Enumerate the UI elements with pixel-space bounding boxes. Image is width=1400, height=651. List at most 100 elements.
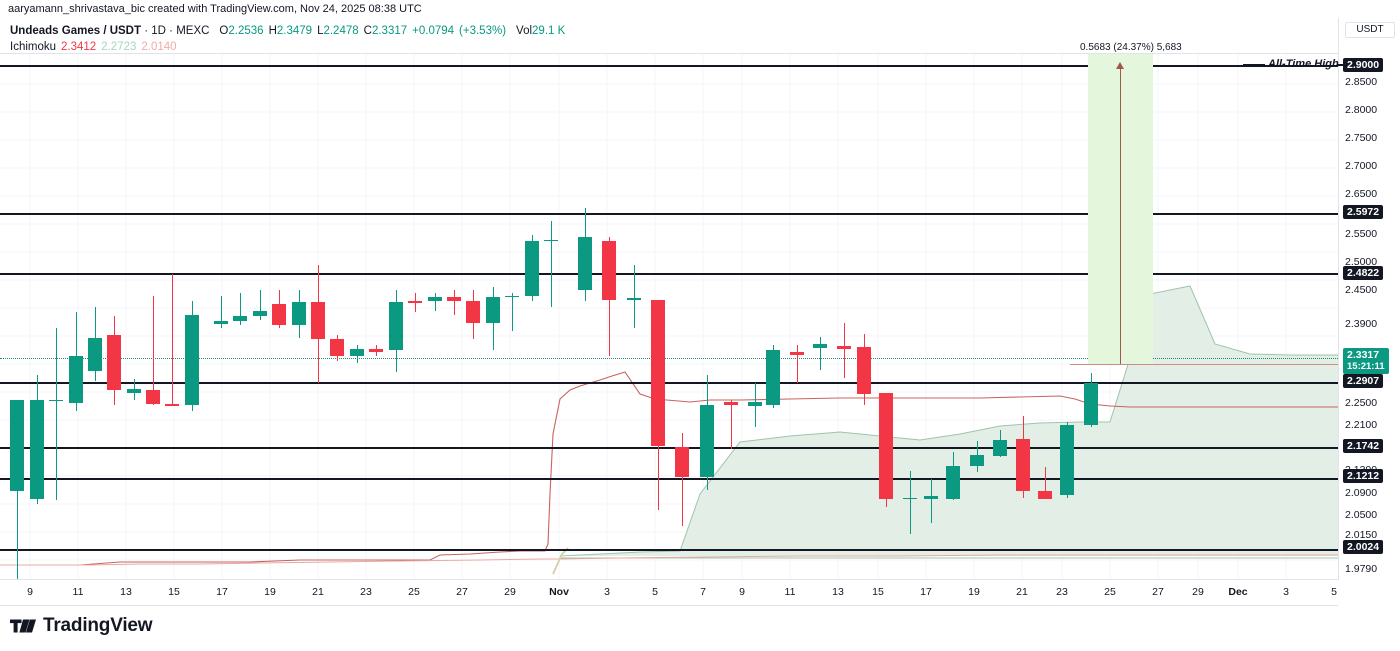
exchange-label[interactable]: MEXC bbox=[176, 25, 210, 37]
close-value: 2.3317 bbox=[371, 25, 408, 37]
chikou-span bbox=[0, 554, 1338, 566]
price-level-2-1212[interactable] bbox=[0, 478, 1338, 480]
price-axis[interactable]: USDT 2.9000 2.8500 2.8000 2.7500 2.7000 2.650… bbox=[1338, 18, 1400, 580]
low-value: 2.2478 bbox=[323, 25, 359, 37]
candle-body bbox=[330, 339, 344, 356]
time-label-11: 11 bbox=[72, 586, 84, 598]
time-label-17: 17 bbox=[216, 586, 228, 598]
price-axis-unit: USDT bbox=[1345, 22, 1395, 38]
candle-body bbox=[428, 297, 442, 302]
candle-body bbox=[1038, 490, 1052, 499]
candle-body bbox=[627, 297, 641, 300]
candle-wick bbox=[153, 295, 154, 406]
tradingview-logo-icon bbox=[10, 619, 36, 633]
candle-body bbox=[651, 299, 665, 447]
candle-wick bbox=[1045, 466, 1046, 498]
candle-wick bbox=[551, 221, 552, 307]
time-label-27: 27 bbox=[1152, 586, 1164, 598]
chart-legend: Undeads Games / USDT · 1D · MEXC O2.2536 H… bbox=[10, 24, 565, 55]
price-tick-2-3900: 2.3900 bbox=[1345, 318, 1378, 330]
candle-wick bbox=[17, 490, 18, 579]
candle-body bbox=[790, 351, 804, 355]
candle-body bbox=[903, 497, 917, 500]
time-label-15: 15 bbox=[168, 586, 180, 598]
price-tick-2-0500: 2.0500 bbox=[1345, 509, 1378, 521]
open-value: 2.2536 bbox=[228, 25, 264, 37]
time-label-5: 5 bbox=[1331, 586, 1337, 598]
candle-body bbox=[602, 240, 616, 300]
candle-body bbox=[578, 236, 592, 291]
price-tick-2-7000: 2.7000 bbox=[1345, 160, 1378, 172]
price-level-2-5972[interactable] bbox=[0, 213, 1338, 215]
candle-body bbox=[185, 314, 199, 406]
time-label-13: 13 bbox=[832, 586, 844, 598]
time-label-9: 9 bbox=[27, 586, 33, 598]
candle-body bbox=[970, 454, 984, 466]
candle-body bbox=[544, 239, 558, 242]
candle-wick bbox=[910, 471, 911, 535]
candle-body bbox=[69, 355, 83, 403]
price-level-2-9000[interactable] bbox=[0, 65, 1338, 67]
candle-body bbox=[1084, 383, 1098, 426]
candle-wick bbox=[221, 295, 222, 329]
candle-wick bbox=[512, 292, 513, 332]
candle-body bbox=[389, 302, 403, 351]
candle-body bbox=[505, 295, 519, 298]
candle-body bbox=[700, 405, 714, 477]
chart-pane[interactable] bbox=[0, 53, 1338, 580]
candle-wick bbox=[682, 432, 683, 527]
price-level-2-1742[interactable] bbox=[0, 447, 1338, 449]
time-label-23: 23 bbox=[1056, 586, 1068, 598]
indicator-name[interactable]: Ichimoku bbox=[10, 41, 57, 53]
candle-wick bbox=[172, 273, 173, 407]
volume-value: 29.1 K bbox=[532, 25, 566, 37]
price-tick-2-7500: 2.7500 bbox=[1345, 132, 1378, 144]
candle-body bbox=[292, 302, 306, 326]
time-label-25: 25 bbox=[1104, 586, 1116, 598]
price-tick-2-0900: 2.0900 bbox=[1345, 487, 1378, 499]
change-value: +0.0794 bbox=[412, 25, 455, 37]
attribution-text: aaryamann_shrivastava_bic created with T… bbox=[0, 0, 1400, 18]
price-level-2-2907[interactable] bbox=[0, 382, 1338, 384]
candle-body bbox=[993, 440, 1007, 456]
candle-body bbox=[748, 402, 762, 407]
candle-body bbox=[272, 304, 286, 326]
candle-wick bbox=[844, 322, 845, 378]
price-tick-2-5000: 2.5000 bbox=[1345, 256, 1378, 268]
time-label-nov: Nov bbox=[549, 586, 569, 598]
candle-body bbox=[408, 301, 422, 303]
price-tick-2-1742: 2.1742 bbox=[1343, 439, 1384, 453]
time-label-17: 17 bbox=[920, 586, 932, 598]
time-label-5: 5 bbox=[652, 586, 658, 598]
candle-body bbox=[466, 301, 480, 323]
candle-body bbox=[88, 338, 102, 372]
candle-body bbox=[253, 310, 267, 317]
candle-wick bbox=[820, 336, 821, 370]
candle-body bbox=[1016, 439, 1030, 491]
candle-wick bbox=[240, 292, 241, 326]
close-label: C bbox=[363, 25, 372, 37]
price-tick-2-8500: 2.8500 bbox=[1345, 76, 1378, 88]
candle-wick bbox=[797, 344, 798, 384]
symbol-name[interactable]: Undeads Games / USDT bbox=[10, 25, 142, 37]
candle-body bbox=[214, 320, 228, 325]
time-axis[interactable]: 9 11 13 15 17 19 21 23 25 27 29 Nov 3 5 7 9 11 13 15 17 19 21… bbox=[0, 580, 1338, 606]
price-level-2-0024[interactable] bbox=[0, 549, 1338, 551]
candle-body bbox=[724, 402, 738, 406]
tradingview-footer: TradingView bbox=[10, 615, 153, 637]
time-label-15: 15 bbox=[872, 586, 884, 598]
all-time-high-label: All-Time High bbox=[1268, 58, 1339, 70]
price-tick-2-2500: 2.2500 bbox=[1345, 397, 1378, 409]
interval-label[interactable]: 1D bbox=[151, 25, 166, 37]
time-label-19: 19 bbox=[968, 586, 980, 598]
tradingview-wordmark: TradingView bbox=[43, 615, 153, 636]
price-tick-2-5972: 2.5972 bbox=[1343, 205, 1384, 219]
candle-body bbox=[924, 496, 938, 499]
price-tick-2-6500: 2.6500 bbox=[1345, 188, 1378, 200]
candle-body bbox=[30, 399, 44, 499]
price-level-2-4822[interactable] bbox=[0, 273, 1338, 275]
candle-body bbox=[107, 335, 121, 390]
time-label-23: 23 bbox=[360, 586, 372, 598]
indicator-value-2: 2.2723 bbox=[101, 41, 137, 53]
